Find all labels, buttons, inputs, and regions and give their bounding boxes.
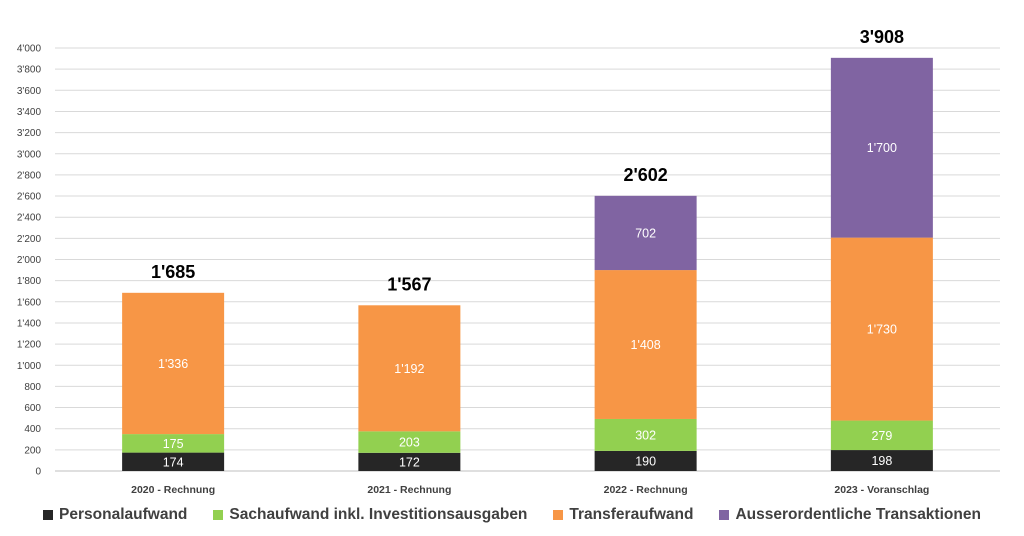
y-tick-label: 600 xyxy=(24,403,41,414)
bar-data-label: 1'730 xyxy=(867,323,897,337)
legend-label: Ausserordentliche Transaktionen xyxy=(735,506,981,523)
bar-data-label: 174 xyxy=(163,455,184,469)
y-tick-label: 0 xyxy=(35,467,41,478)
y-tick-label: 3'200 xyxy=(17,128,42,139)
bar-data-label: 190 xyxy=(635,454,656,468)
legend-item: Sachaufwand inkl. Investitionsausgaben xyxy=(213,506,527,524)
y-tick-label: 1'400 xyxy=(17,318,42,329)
bar-data-label: 702 xyxy=(635,226,656,240)
legend-swatch xyxy=(213,510,224,520)
legend-label: Sachaufwand inkl. Investitionsausgaben xyxy=(229,506,528,523)
bar-data-label: 1'192 xyxy=(394,362,424,376)
legend-swatch xyxy=(43,510,54,520)
x-category-label: 2022 - Rechnung xyxy=(604,484,688,496)
bar-data-label: 172 xyxy=(399,455,420,469)
y-tick-label: 1'600 xyxy=(17,297,42,308)
y-tick-label: 3'600 xyxy=(17,86,42,97)
y-tick-label: 1'000 xyxy=(17,361,42,372)
bar-segment xyxy=(594,195,697,271)
y-tick-label: 200 xyxy=(24,445,41,456)
y-tick-label: 800 xyxy=(24,382,41,393)
y-tick-label: 3'400 xyxy=(17,107,42,118)
bar-segment xyxy=(122,292,225,435)
legend-item: Ausserordentliche Transaktionen xyxy=(719,506,981,524)
x-category-label: 2020 - Rechnung xyxy=(131,484,215,496)
y-tick-label: 4'000 xyxy=(17,44,42,55)
y-tick-label: 400 xyxy=(24,424,41,435)
bar-data-label: 1'408 xyxy=(631,338,661,352)
legend-label: Personalaufwand xyxy=(59,506,188,523)
x-category-label: 2023 - Voranschlag xyxy=(834,484,929,496)
bar-data-label: 198 xyxy=(871,454,892,468)
legend-swatch xyxy=(719,510,730,520)
bar-total-label: 1'567 xyxy=(387,274,431,294)
y-tick-label: 2'000 xyxy=(17,255,42,266)
legend-item: Transferaufwand xyxy=(553,506,693,524)
bar-data-label: 279 xyxy=(871,429,892,443)
bar-segment xyxy=(358,452,461,471)
legend-swatch xyxy=(553,510,564,520)
y-tick-label: 2'800 xyxy=(17,170,42,181)
bar-total-label: 1'685 xyxy=(151,262,195,282)
y-tick-label: 1'200 xyxy=(17,340,42,351)
bar-data-label: 1'336 xyxy=(158,357,188,371)
y-tick-label: 3'800 xyxy=(17,65,42,76)
bar-data-label: 302 xyxy=(635,428,656,442)
bar-segment xyxy=(830,420,933,451)
bar-segment xyxy=(594,418,697,451)
bar-segment xyxy=(358,305,461,432)
bar-segment xyxy=(122,434,225,453)
legend-item: Personalaufwand xyxy=(43,506,187,524)
bar-data-label: 1'700 xyxy=(867,141,897,155)
legend-label: Transferaufwand xyxy=(569,506,694,523)
bar-total-label: 3'908 xyxy=(860,27,904,47)
y-tick-label: 3'000 xyxy=(17,149,42,160)
chart-plot: 0 200 400 600 800 1'000 1'200 1'400 1'600 1'800 2'… xyxy=(17,27,1000,496)
bar-total-label: 2'602 xyxy=(623,165,667,185)
y-tick-label: 1'800 xyxy=(17,276,42,287)
x-category-label: 2021 - Rechnung xyxy=(367,484,451,496)
bar-segment xyxy=(830,450,933,471)
bar-data-label: 175 xyxy=(163,437,184,451)
chart-legend: Personalaufwand Sachaufwand inkl. Investi… xyxy=(0,506,1024,524)
y-tick-label: 2'200 xyxy=(17,234,42,245)
bar-segment xyxy=(830,237,933,421)
bar-segment xyxy=(594,450,697,471)
bar-data-label: 203 xyxy=(399,436,420,450)
bar-segment xyxy=(594,270,697,419)
bar-segment xyxy=(358,431,461,453)
bar-segment xyxy=(830,57,933,238)
y-tick-label: 2'600 xyxy=(17,192,42,203)
bar-segment xyxy=(122,452,225,471)
y-tick-label: 2'400 xyxy=(17,213,42,224)
